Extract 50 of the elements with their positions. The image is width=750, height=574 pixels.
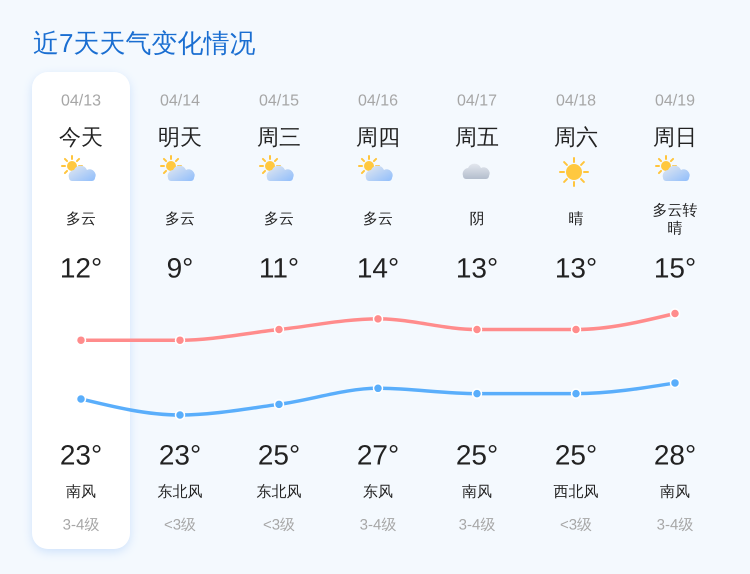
annotation: 西北风 (554, 484, 598, 500)
annotation: 东北风 (158, 484, 202, 500)
data-label: 23° (158, 440, 202, 470)
data-label: 23° (60, 440, 102, 470)
annotation: 周四 (356, 124, 400, 150)
annotation: 南风 (66, 484, 96, 500)
annotation: 多云 (363, 210, 393, 228)
data-label: 25° (456, 440, 498, 470)
annotation: <3级 (560, 516, 592, 534)
annotation: 晴 (568, 210, 584, 228)
x-tick-label: 04/14 (160, 92, 200, 110)
annotation: 3-4级 (62, 516, 100, 534)
annotation: 多云转晴 (652, 202, 698, 236)
x-tick-label: 04/17 (456, 92, 498, 110)
data-label: 14° (356, 252, 400, 284)
data-label: 27° (356, 440, 400, 470)
x-tick-label: 04/18 (556, 92, 596, 110)
x-tick-label: 04/13 (60, 92, 102, 110)
annotation: 多云 (264, 210, 294, 228)
annotation: 周六 (554, 124, 598, 150)
annotation: 东北风 (256, 484, 302, 500)
data-label: 25° (554, 440, 598, 470)
annotation: 明天 (158, 124, 202, 150)
data-label: 28° (654, 440, 696, 470)
annotation: 多云 (165, 210, 195, 228)
data-label: 15° (654, 252, 696, 284)
annotation: 周三 (257, 124, 301, 150)
data-label: 13° (456, 252, 498, 284)
data-label: 25° (258, 440, 300, 470)
annotation: 今天 (59, 124, 103, 150)
x-tick-label: 04/19 (654, 92, 696, 110)
annotation: 周日 (653, 124, 697, 150)
annotation: <3级 (262, 516, 296, 534)
data-label: 11° (258, 252, 300, 284)
annotation: 阴 (470, 210, 484, 228)
annotation: 南风 (660, 484, 690, 500)
data-label: 9° (166, 252, 194, 284)
annotation: 周五 (455, 124, 499, 150)
annotation: 多云 (66, 210, 96, 228)
chart-title: 近7天天气变化情况 (33, 28, 256, 58)
annotation: 3-4级 (656, 516, 694, 534)
annotation: 3-4级 (458, 516, 496, 534)
annotation: 东风 (363, 484, 393, 500)
annotation: 南风 (462, 484, 492, 500)
x-tick-label: 04/15 (258, 92, 300, 110)
data-label: 13° (554, 252, 598, 284)
annotation: <3级 (164, 516, 196, 534)
data-label: 12° (60, 252, 102, 284)
annotation: 3-4级 (360, 516, 396, 534)
x-tick-label: 04/16 (358, 92, 398, 110)
